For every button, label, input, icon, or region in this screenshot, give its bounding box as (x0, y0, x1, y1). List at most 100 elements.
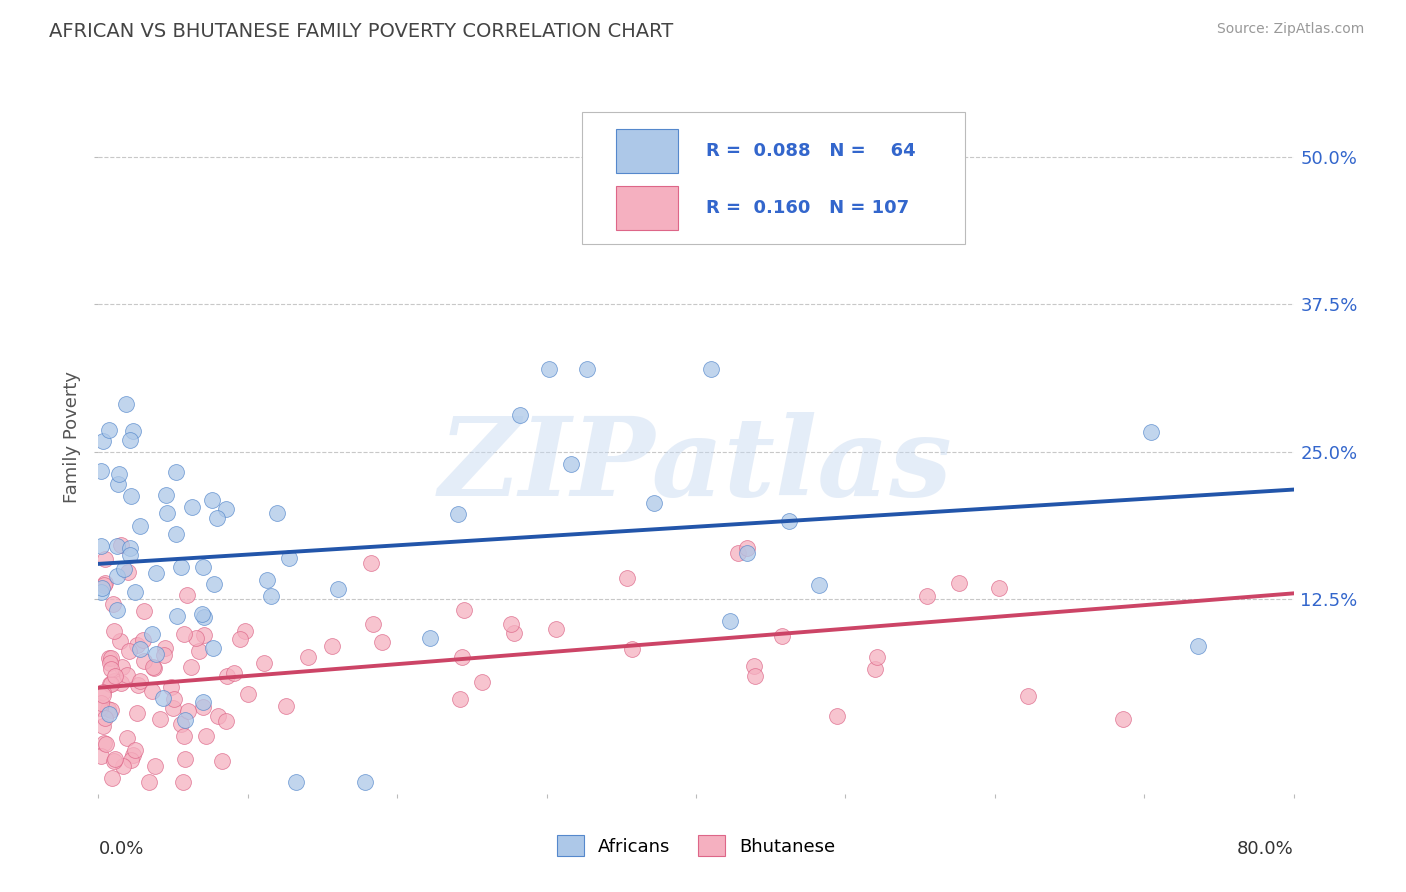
Point (187, 644, 209, 658)
Point (94, 737, 117, 751)
Point (544, 622, 567, 636)
Point (94, 552, 117, 566)
Point (778, 514, 800, 528)
Point (90, 696, 112, 710)
Point (120, 753, 142, 767)
Point (211, 754, 233, 768)
Point (90, 584, 112, 599)
Text: 80.0%: 80.0% (1237, 840, 1294, 858)
Point (118, 644, 141, 658)
Point (173, 729, 195, 743)
Point (162, 700, 184, 714)
Point (160, 680, 183, 694)
Point (191, 560, 214, 574)
Point (202, 577, 225, 591)
Point (215, 714, 238, 728)
Point (142, 661, 165, 675)
Point (1017, 689, 1039, 703)
Point (100, 677, 122, 691)
Point (149, 712, 172, 726)
Point (104, 669, 127, 683)
Point (509, 408, 531, 422)
Point (104, 752, 127, 766)
Point (115, 668, 138, 682)
Point (105, 539, 128, 553)
FancyBboxPatch shape (616, 129, 678, 173)
Point (115, 731, 138, 746)
Point (108, 467, 131, 482)
Point (111, 659, 134, 673)
Text: R =  0.160   N = 107: R = 0.160 N = 107 (706, 199, 908, 217)
Point (173, 627, 195, 641)
Point (284, 775, 307, 789)
Point (1187, 639, 1209, 653)
Point (111, 759, 134, 773)
Point (94, 576, 117, 591)
Point (108, 634, 131, 648)
Point (170, 559, 193, 574)
Point (501, 616, 523, 631)
Point (825, 709, 848, 723)
Point (727, 546, 749, 560)
Point (735, 546, 758, 560)
Point (141, 627, 163, 641)
Point (127, 706, 149, 720)
Point (100, 703, 122, 717)
Point (1112, 712, 1135, 726)
Point (152, 691, 174, 706)
Point (100, 651, 122, 665)
Point (103, 597, 125, 611)
Point (176, 588, 198, 602)
Point (193, 699, 215, 714)
Point (98, 423, 121, 437)
Point (575, 362, 598, 376)
Point (129, 642, 152, 657)
Point (103, 674, 125, 689)
Point (122, 424, 145, 438)
Point (125, 638, 148, 652)
Point (169, 716, 191, 731)
Point (229, 632, 252, 647)
Point (471, 675, 494, 690)
Point (97, 707, 120, 722)
Point (193, 610, 215, 624)
Point (361, 617, 384, 632)
Point (948, 576, 970, 591)
Point (166, 609, 188, 624)
Point (354, 775, 377, 789)
Point (91, 688, 114, 702)
Point (988, 581, 1011, 595)
Point (100, 662, 122, 676)
Point (105, 569, 128, 583)
Point (124, 585, 146, 599)
Point (191, 607, 214, 621)
Point (129, 519, 152, 533)
Point (105, 603, 128, 617)
Point (742, 658, 765, 673)
Point (153, 640, 176, 655)
Point (132, 632, 155, 647)
Point (643, 496, 665, 510)
Point (165, 466, 187, 480)
Point (100, 657, 122, 671)
Point (172, 775, 194, 789)
Point (93, 685, 115, 699)
Point (447, 507, 470, 521)
Point (371, 635, 394, 649)
Point (91, 434, 114, 448)
Point (215, 502, 238, 516)
Legend: Africans, Bhutanese: Africans, Bhutanese (550, 828, 842, 863)
Point (451, 650, 474, 665)
Point (360, 556, 382, 570)
Point (865, 662, 887, 676)
Point (260, 589, 283, 603)
Point (103, 624, 125, 638)
Point (419, 631, 441, 645)
Point (202, 640, 225, 655)
Text: Source: ZipAtlas.com: Source: ZipAtlas.com (1216, 22, 1364, 37)
Point (120, 541, 142, 555)
Point (110, 676, 132, 690)
Point (770, 629, 793, 643)
Point (233, 624, 256, 638)
Point (138, 775, 160, 789)
